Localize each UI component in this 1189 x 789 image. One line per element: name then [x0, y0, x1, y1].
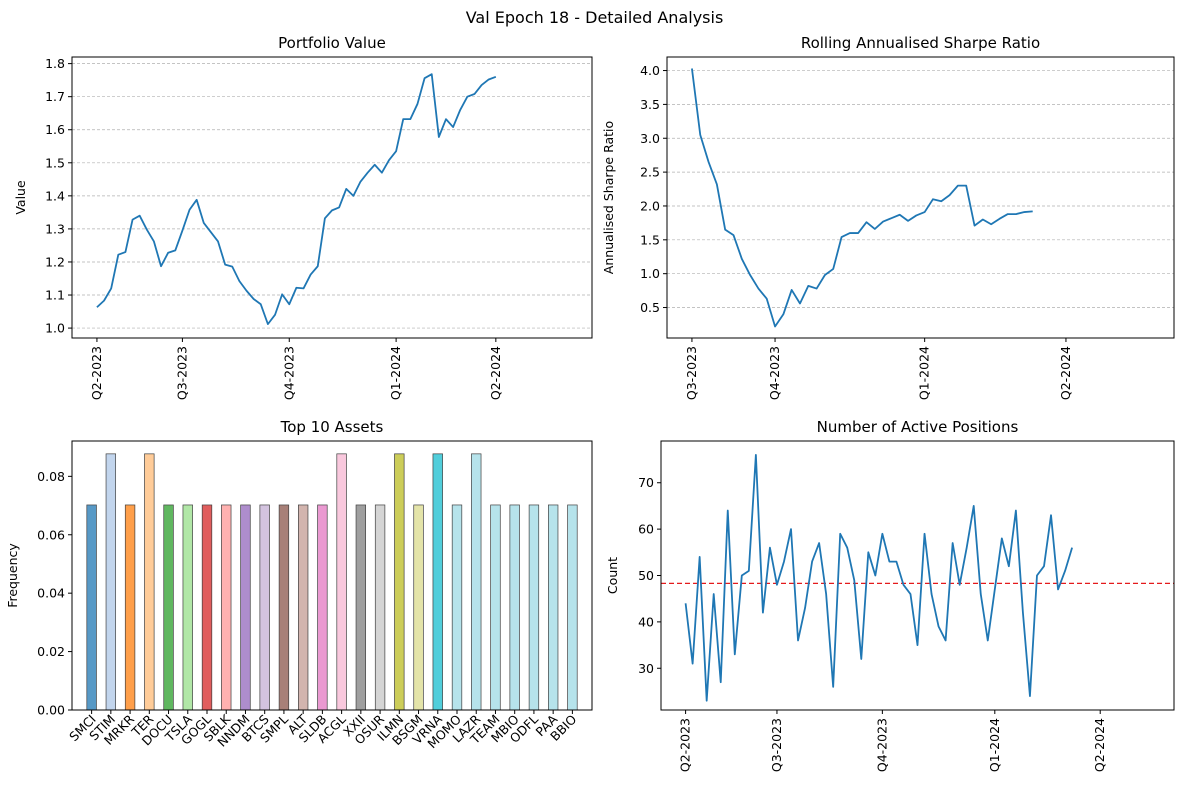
- y-tick-label: 1.5: [640, 232, 660, 247]
- x-tick-label: Q2-2023: [678, 718, 693, 772]
- bar-paa: [547, 504, 559, 711]
- y-tick-label: 1.0: [45, 321, 65, 336]
- x-tick-label: Q3-2023: [769, 718, 784, 772]
- y-tick-label: 0.02: [37, 644, 65, 659]
- y-tick-label: 3.5: [640, 97, 660, 112]
- x-tick-label: Q2-2024: [488, 346, 503, 400]
- y-axis-label: Frequency: [5, 543, 20, 608]
- positions-series-line: [684, 454, 1073, 702]
- y-tick-label: 1.6: [45, 122, 65, 137]
- panel-title: Portfolio Value: [278, 34, 386, 52]
- bar-xxii: [355, 504, 367, 711]
- bar-sldb: [317, 504, 328, 711]
- plot-frame: [660, 440, 1175, 711]
- plot-frame: [71, 56, 593, 339]
- x-tick-label: Q4-2023: [874, 718, 889, 772]
- bar-lazr: [471, 453, 482, 711]
- sharpe-ratio-panel: Rolling Annualised Sharpe Ratio 0.5 1.0 1.5…: [601, 34, 1175, 400]
- bar-momo: [451, 504, 463, 711]
- x-tick-label: Q2-2024: [1058, 346, 1073, 400]
- y-tick-label: 0.08: [37, 469, 65, 484]
- y-tick-label: 1.5: [45, 155, 65, 170]
- x-tick-label: Q1-2024: [388, 346, 403, 400]
- bar-alt: [298, 504, 309, 711]
- sharpe-series-line: [691, 68, 1033, 328]
- bar-docu: [163, 504, 174, 711]
- bar-acgl: [336, 453, 347, 711]
- y-tick-label: 30: [638, 661, 654, 676]
- panel-title: Rolling Annualised Sharpe Ratio: [801, 34, 1040, 52]
- bar-odfl: [528, 504, 540, 711]
- bar-smci: [86, 504, 97, 711]
- figure-title: Val Epoch 18 - Detailed Analysis: [466, 8, 724, 27]
- active-positions-panel: Number of Active Positions 30 40 50 60 70 Coun…: [605, 418, 1175, 772]
- y-tick-label: 2.5: [640, 165, 660, 180]
- panel-title: Top 10 Assets: [280, 418, 384, 436]
- plot-frame: [666, 56, 1175, 339]
- bar-ilmn: [394, 453, 405, 711]
- bar-nndm: [240, 504, 251, 711]
- bar-vrna: [432, 453, 443, 711]
- y-tick-label: 0.06: [37, 527, 65, 542]
- bar-ter: [144, 453, 155, 711]
- plot-frame: [71, 440, 593, 711]
- bar-mrkr: [124, 504, 136, 711]
- y-tick-label: 1.0: [640, 266, 660, 281]
- x-tick-label: Q3-2023: [174, 346, 189, 400]
- y-tick-label: 1.7: [45, 89, 65, 104]
- bar-bsgm: [413, 504, 424, 711]
- x-tick-label: Q4-2023: [281, 346, 296, 400]
- panel-title: Number of Active Positions: [817, 418, 1019, 436]
- y-axis-label: Value: [13, 180, 28, 215]
- y-tick-label: 1.2: [45, 254, 65, 269]
- y-tick-label: 3.0: [640, 131, 660, 146]
- bar-stim: [105, 453, 117, 711]
- y-tick-label: 0.04: [37, 586, 65, 601]
- y-tick-label: 1.1: [45, 288, 65, 303]
- x-tick-label: Q1-2024: [987, 718, 1002, 772]
- bar-gogl: [201, 504, 213, 711]
- top-assets-panel: Top 10 Assets 0.00 0.02 0.04 0.06 0.08 Frequen…: [5, 418, 593, 751]
- portfolio-series-line: [96, 73, 497, 326]
- y-tick-label: 2.0: [640, 198, 660, 213]
- y-tick-label: 60: [638, 522, 654, 537]
- x-tick-label: Q1-2024: [917, 346, 932, 400]
- y-tick-label: 0.5: [640, 300, 660, 315]
- y-tick-label: 50: [638, 568, 654, 583]
- y-tick-label: 0.00: [37, 703, 65, 718]
- x-tick-label: Q4-2023: [767, 346, 782, 400]
- x-tick-label: Q3-2023: [684, 346, 699, 400]
- bar-btcs: [259, 504, 270, 711]
- y-tick-label: 40: [638, 614, 654, 629]
- bar-team: [490, 504, 501, 711]
- x-tick-label: Q2-2024: [1092, 718, 1107, 772]
- y-tick-label: 1.8: [45, 56, 65, 71]
- bar-smpl: [278, 504, 290, 711]
- y-tick-label: 4.0: [640, 63, 660, 78]
- bar-osur: [374, 504, 386, 711]
- y-axis-label: Count: [605, 557, 620, 594]
- y-axis-label: Annualised Sharpe Ratio: [601, 121, 616, 274]
- bar-bbio: [567, 504, 578, 711]
- bar-mbio: [509, 504, 520, 711]
- x-tick-label: Q2-2023: [89, 346, 104, 400]
- y-tick-label: 1.3: [45, 221, 65, 236]
- y-tick-label: 1.4: [45, 188, 65, 203]
- y-tick-label: 70: [638, 475, 654, 490]
- bar-tsla: [182, 504, 193, 711]
- portfolio-value-panel: Portfolio Value 1.0 1.1 1.2 1.3 1.4 1.5 1.6 1.7 1…: [13, 34, 593, 400]
- bar-sblk: [221, 504, 232, 711]
